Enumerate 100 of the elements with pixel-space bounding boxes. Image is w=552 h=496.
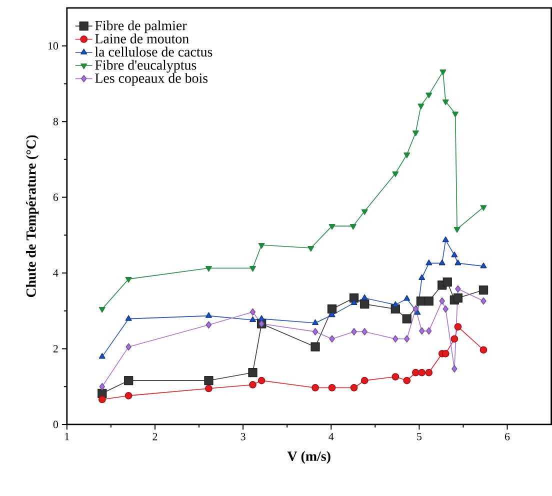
point	[440, 69, 446, 76]
point	[204, 376, 214, 385]
point	[351, 328, 357, 336]
point	[250, 308, 256, 316]
point	[442, 236, 449, 242]
point	[328, 311, 336, 317]
point	[392, 300, 399, 307]
point	[126, 342, 132, 350]
point	[442, 350, 450, 358]
point	[412, 368, 420, 376]
point	[425, 368, 433, 376]
point	[125, 314, 132, 321]
point	[426, 92, 432, 98]
point	[452, 364, 458, 372]
point	[125, 276, 132, 283]
point	[329, 335, 335, 342]
point	[205, 266, 212, 272]
point	[360, 376, 368, 384]
point	[328, 224, 336, 230]
legend-label: Fibre de palmier	[95, 20, 187, 33]
legend-label: la cellulose de cactus	[94, 46, 212, 56]
point	[451, 251, 458, 258]
point	[402, 314, 412, 324]
point	[418, 103, 424, 110]
point	[418, 368, 426, 376]
point	[248, 368, 258, 377]
point	[360, 299, 370, 308]
point	[312, 328, 318, 336]
point	[99, 382, 106, 390]
point	[455, 285, 461, 292]
point	[392, 372, 400, 380]
x-tick-label: 1	[65, 432, 69, 440]
point	[206, 321, 212, 328]
point	[478, 285, 488, 294]
point	[450, 335, 458, 342]
point	[327, 304, 337, 314]
point	[312, 384, 319, 392]
point	[404, 335, 410, 342]
y-tick-label: 6	[53, 193, 58, 201]
x-tick-label: 5	[417, 432, 422, 440]
point	[442, 277, 452, 286]
y-tick-label: 4	[53, 269, 58, 276]
point	[98, 306, 106, 312]
point	[98, 352, 106, 359]
point	[124, 376, 134, 385]
point	[452, 111, 459, 118]
point	[205, 312, 212, 318]
point	[310, 342, 320, 352]
point	[205, 384, 212, 392]
point	[312, 319, 319, 325]
point	[418, 327, 425, 334]
point	[454, 226, 460, 233]
point	[404, 152, 410, 158]
point	[480, 262, 487, 268]
point	[350, 384, 358, 392]
point	[442, 305, 448, 312]
point	[403, 376, 411, 384]
point	[258, 376, 266, 384]
point	[392, 171, 399, 177]
point	[258, 314, 265, 321]
point	[361, 209, 368, 215]
point	[480, 204, 487, 211]
point	[418, 274, 426, 280]
point	[442, 99, 449, 105]
point	[328, 384, 336, 392]
y-tick-label: 0	[53, 420, 58, 428]
point	[424, 296, 434, 306]
point	[362, 328, 368, 336]
point	[404, 294, 410, 301]
point	[250, 316, 256, 322]
point	[412, 305, 419, 312]
point	[480, 297, 486, 305]
point	[350, 224, 356, 230]
point	[414, 308, 421, 315]
point	[98, 396, 106, 403]
point	[454, 322, 462, 330]
legend-label: Les copeaux de bois	[95, 72, 208, 86]
legend-label: Laine de mouton	[95, 33, 189, 44]
point	[480, 346, 488, 354]
x-tick-label: 6	[505, 432, 510, 440]
point	[258, 242, 265, 248]
point	[438, 259, 446, 266]
point	[124, 392, 132, 400]
point	[308, 246, 314, 252]
point	[453, 293, 463, 302]
legend-label: Fibre d'eucalyptus	[95, 60, 196, 72]
point	[250, 266, 256, 272]
y-tick-label: 8	[53, 118, 58, 126]
point	[426, 327, 432, 334]
point	[412, 130, 419, 136]
x-tick-label: 4	[328, 432, 334, 440]
point	[392, 335, 398, 342]
point	[439, 297, 445, 305]
point	[426, 259, 432, 266]
x-axis-title: V (m/s)	[287, 450, 330, 464]
point	[350, 299, 358, 305]
point	[361, 294, 368, 300]
point	[454, 259, 462, 266]
x-tick-label: 2	[152, 432, 158, 440]
point	[249, 380, 256, 388]
